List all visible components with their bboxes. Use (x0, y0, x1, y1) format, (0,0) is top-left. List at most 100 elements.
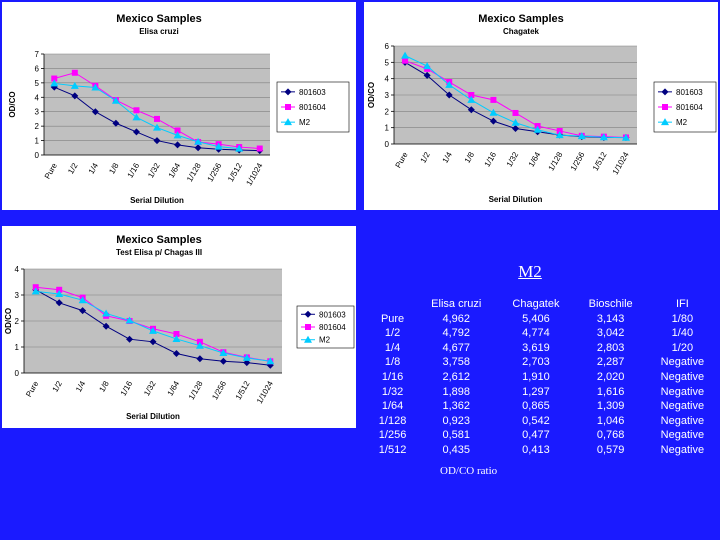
dilution-cell: 1/512 (378, 443, 407, 456)
data-point (511, 118, 520, 126)
chart-subtitle: Chagatek (503, 27, 540, 36)
value-cell: 3,758 (442, 356, 470, 369)
y-axis-label: OD/CO (367, 82, 376, 108)
value-cell: 1/40 (671, 327, 694, 340)
y-tick-label: 0 (385, 140, 390, 149)
value-cell: Negative (660, 414, 705, 427)
x-tick-label: Pure (24, 379, 41, 399)
data-point (621, 133, 630, 141)
legend-label: 801603 (676, 88, 703, 97)
x-tick-label: 1/16 (119, 379, 135, 397)
data-point (132, 113, 141, 121)
data-point (154, 115, 160, 122)
y-axis-label: OD/CO (4, 308, 13, 334)
legend-marker (305, 324, 311, 330)
table-row: 1/4 4,677 3,619 2,803 1/20 (370, 341, 718, 356)
x-tick-label: 1/1024 (244, 161, 264, 187)
data-point (555, 131, 564, 139)
data-point (126, 335, 134, 343)
value-cell: Negative (660, 370, 705, 383)
chart-title: Mexico Samples (116, 234, 202, 246)
data-point (102, 322, 110, 330)
legend-marker (284, 118, 292, 126)
table-row: 1/2 4,792 4,774 3,042 1/40 (370, 326, 718, 341)
legend-marker (661, 88, 669, 96)
x-tick-label: 1/512 (234, 379, 252, 401)
value-cell: 0,579 (596, 443, 625, 456)
data-point (512, 124, 519, 132)
value-cell: 4,962 (442, 312, 470, 325)
data-point (423, 71, 431, 79)
dilution-cell: 1/2 (384, 327, 401, 340)
legend: 801603 801604 M2 (276, 81, 350, 133)
y-tick-label: 1 (385, 124, 390, 133)
legend-label: 801604 (676, 103, 703, 112)
x-tick-label: 1/4 (87, 161, 101, 176)
x-tick-label: 1/16 (483, 150, 499, 168)
value-cell: 2,612 (442, 370, 470, 383)
x-tick-label: 1/32 (146, 161, 162, 179)
series-line (54, 82, 240, 150)
value-cell: 2,287 (596, 356, 625, 369)
y-tick-label: 4 (15, 265, 20, 274)
y-tick-label: 5 (35, 79, 40, 88)
data-point (172, 350, 180, 357)
data-point (174, 127, 181, 134)
value-cell: 4,774 (522, 327, 550, 340)
data-point (219, 348, 228, 356)
m2-col-header: IFI (675, 298, 689, 310)
y-tick-label: 3 (385, 91, 390, 100)
m2-table-note: OD/CO ratio (440, 465, 498, 477)
m2-results-table: Elisa cruzi Chagatek Bioschile IFI Pure 4,96… (370, 297, 718, 458)
y-tick-label: 2 (385, 107, 390, 116)
value-cell: Negative (660, 356, 705, 369)
dilution-cell: 1/16 (381, 370, 404, 383)
data-point (599, 133, 608, 141)
y-tick-label: 6 (35, 64, 40, 73)
y-tick-label: 3 (35, 108, 40, 117)
legend-label: 801604 (299, 103, 326, 112)
value-cell: 1,616 (596, 385, 625, 398)
dilution-cell: 1/64 (381, 400, 404, 413)
legend: 801603 801604 M2 (653, 81, 717, 133)
data-point (401, 51, 410, 59)
data-point (71, 69, 78, 76)
chart-subtitle: Test Elisa p/ Chagas III (116, 248, 202, 257)
data-point (102, 309, 111, 317)
data-point (195, 341, 204, 349)
legend: 801603 801604 M2 (296, 305, 355, 349)
x-axis-label: Serial Dilution (130, 196, 184, 205)
x-tick-label: 1/64 (166, 379, 182, 397)
value-cell: 3,143 (596, 312, 625, 325)
chart-elisa-cruzi: Mexico Samples Elisa cruzi 0 1 2 3 4 5 6 7 Pure 1/2… (2, 2, 356, 210)
value-cell: 3,042 (596, 327, 625, 340)
value-cell: 4,677 (442, 341, 470, 354)
y-tick-label: 7 (35, 50, 40, 59)
m2-col-header (370, 297, 415, 312)
legend-marker (284, 88, 292, 96)
table-row: 1/32 1,898 1,297 1,616 Negative (370, 385, 718, 400)
value-cell: 0,413 (522, 443, 550, 456)
table-row: 1/64 1,362 0,865 1,309 Negative (370, 399, 718, 414)
data-point (266, 357, 275, 365)
x-tick-label: 1/256 (206, 161, 224, 183)
m2-col-header: Bioschile (588, 298, 633, 310)
value-cell: 1,910 (522, 370, 550, 383)
x-tick-label: 1/256 (569, 150, 587, 172)
data-point (153, 123, 161, 131)
data-point (112, 119, 120, 127)
y-axis-label: OD/CO (8, 91, 17, 117)
x-tick-label: 1/1024 (255, 379, 275, 405)
value-cell: 0,435 (442, 443, 470, 456)
y-tick-label: 5 (385, 58, 390, 67)
y-tick-label: 1 (35, 137, 40, 146)
table-row: 1/256 0,581 0,477 0,768 Negative (370, 428, 718, 443)
table-row: Pure 4,962 5,406 3,143 1/80 (370, 312, 718, 327)
series-m2 (50, 79, 244, 152)
value-cell: 0,477 (522, 429, 550, 442)
x-tick-label: 1/8 (107, 161, 121, 176)
x-tick-label: 1/512 (226, 161, 244, 183)
x-tick-label: 1/128 (547, 150, 565, 172)
x-axis-label: Serial Dilution (126, 412, 180, 421)
data-point (512, 109, 519, 116)
